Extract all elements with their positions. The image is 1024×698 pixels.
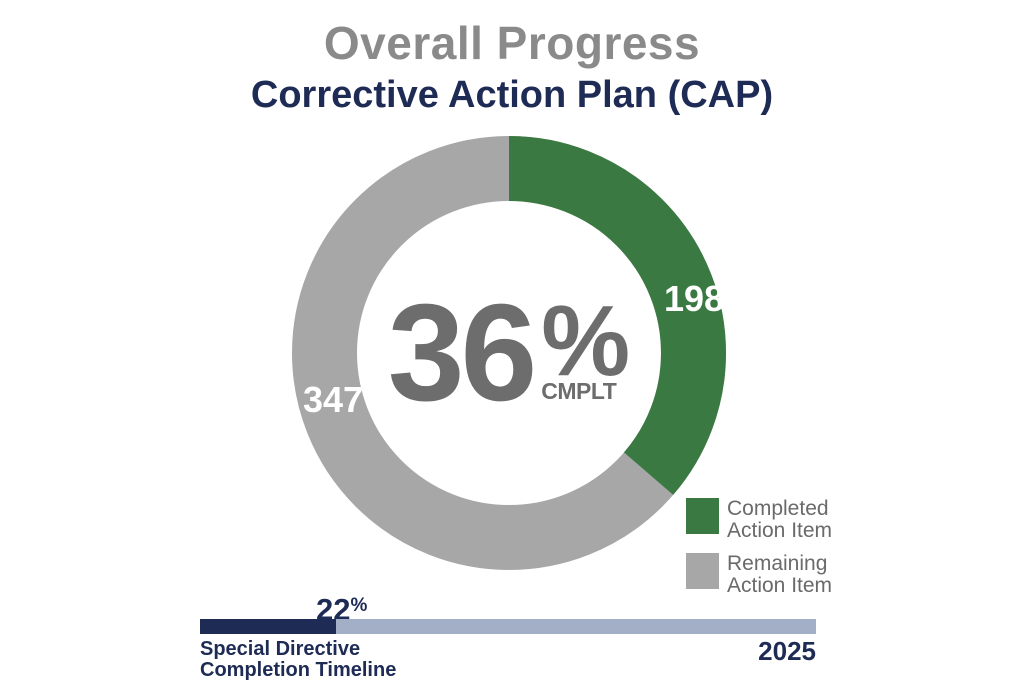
donut-ring-completed <box>292 136 726 570</box>
timeline-progress-fill <box>200 619 336 634</box>
legend-swatch-completed <box>686 498 719 534</box>
legend-swatch-remaining <box>686 553 719 589</box>
legend-label-remaining-line1: Remaining <box>727 552 828 575</box>
donut-center-label: 36 % CMPLT <box>292 136 726 570</box>
legend-item-completed: Completed Action Item <box>686 498 832 542</box>
timeline-caption: Special Directive Completion Timeline <box>200 639 396 681</box>
legend-label-completed-line1: Completed <box>727 497 829 520</box>
legend-label-remaining: Remaining Action Item <box>727 553 832 597</box>
legend-label-remaining-line2: Action Item <box>727 574 833 597</box>
timeline-caption-line1: Special Directive <box>200 638 361 660</box>
page-title: Overall Progress <box>323 17 701 69</box>
remaining-count-label: 347 <box>302 379 364 420</box>
legend-label-completed-line2: Action Item <box>727 519 833 542</box>
completed-count-label: 198 <box>663 278 725 319</box>
donut-center-value: 36 <box>387 275 537 430</box>
donut-center-caption: CMPLT <box>541 377 617 404</box>
donut-chart: 36 % CMPLT <box>292 136 726 570</box>
timeline-year-label: 2025 <box>758 636 816 666</box>
legend-label-completed: Completed Action Item <box>727 498 832 542</box>
donut-center-unit: % <box>541 284 631 397</box>
legend: Completed Action Item Remaining Action I… <box>686 498 832 597</box>
page-subtitle: Corrective Action Plan (CAP) <box>250 74 774 116</box>
legend-item-remaining: Remaining Action Item <box>686 553 832 597</box>
timeline-caption-line2: Completion Timeline <box>200 659 397 681</box>
timeline-progress-bar <box>200 619 816 634</box>
timeline-percent-unit: % <box>350 595 368 616</box>
donut-chart-svg <box>292 136 726 570</box>
